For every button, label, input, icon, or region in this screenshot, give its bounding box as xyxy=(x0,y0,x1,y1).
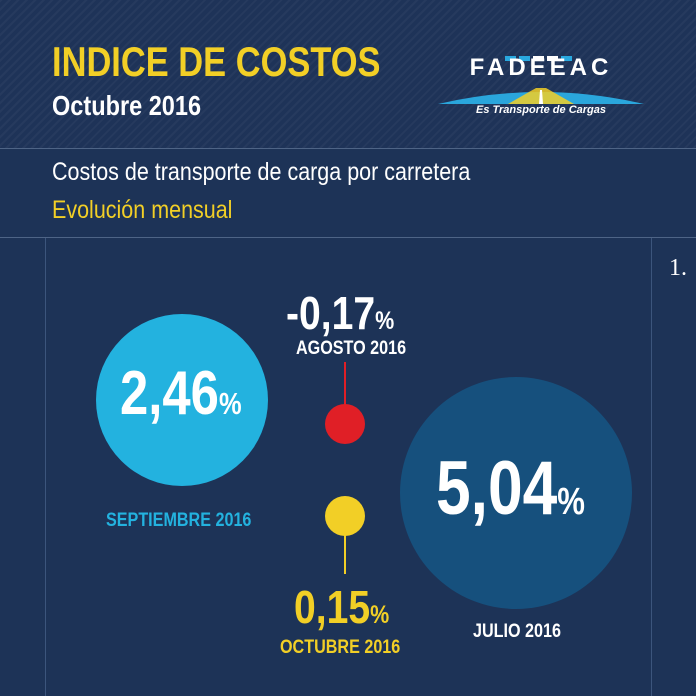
page-subtitle: Octubre 2016 xyxy=(52,90,202,121)
road-icon xyxy=(438,88,644,104)
julio-circle xyxy=(400,377,632,609)
left-frame-line xyxy=(45,238,46,696)
logo-bars-icon xyxy=(505,48,575,66)
octubre-label: OCTUBRE 2016 xyxy=(280,637,401,658)
agosto-unit: % xyxy=(375,307,395,335)
header-divider xyxy=(0,148,696,149)
julio-label: JULIO 2016 xyxy=(473,621,561,642)
octubre-value: 0,15% xyxy=(294,581,390,633)
julio-value: 5,04% xyxy=(436,446,586,531)
fadeeac-logo: FADEEAC Es Transporte de Cargas xyxy=(438,48,644,118)
section-subtitle: Evolución mensual xyxy=(52,196,233,224)
edge-text: 1. xyxy=(669,255,687,281)
header-banner: INDICE DE COSTOS Octubre 2016 FADEEAC Es… xyxy=(0,0,696,148)
octubre-marker-dot xyxy=(325,496,365,536)
section-divider xyxy=(0,237,696,238)
octubre-stem xyxy=(344,534,346,574)
septiembre-unit: % xyxy=(218,386,242,421)
septiembre-label: SEPTIEMBRE 2016 xyxy=(106,510,252,531)
julio-unit: % xyxy=(557,481,586,523)
right-frame-line xyxy=(651,238,652,696)
logo-tagline: Es Transporte de Cargas xyxy=(475,104,606,116)
agosto-marker-dot xyxy=(325,404,365,444)
section-title: Costos de transporte de carga por carret… xyxy=(52,158,471,186)
octubre-unit: % xyxy=(370,601,390,629)
agosto-value: -0,17% xyxy=(286,287,395,339)
agosto-stem xyxy=(344,362,346,406)
agosto-label: AGOSTO 2016 xyxy=(296,338,407,359)
page-title: INDICE DE COSTOS xyxy=(52,38,381,85)
septiembre-value: 2,46% xyxy=(120,359,242,428)
septiembre-circle xyxy=(96,314,268,486)
logo-name: FADEEAC xyxy=(469,54,613,81)
